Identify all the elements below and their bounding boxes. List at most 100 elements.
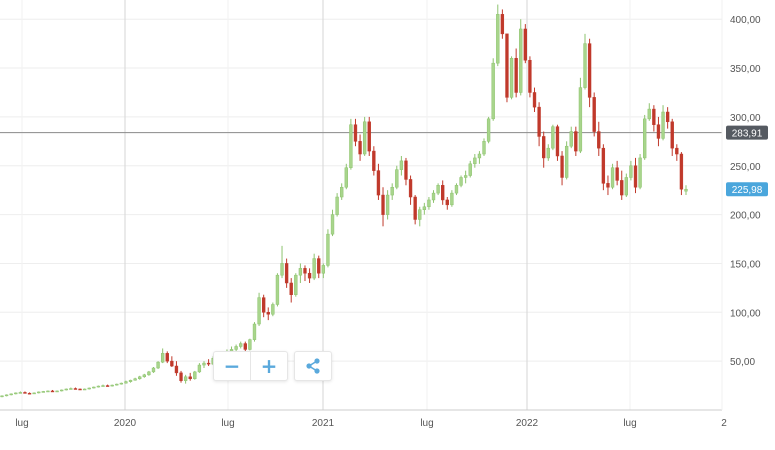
candle-up (390, 186, 394, 196)
candle-up (275, 274, 280, 305)
candle-up (312, 258, 316, 279)
last-price-label: 225,98 (732, 185, 763, 196)
candle-up (482, 141, 486, 155)
candle-up (321, 265, 326, 274)
candle-up (661, 111, 665, 139)
candle-up (160, 353, 165, 363)
candle-up (643, 118, 647, 159)
candle-down (532, 92, 537, 108)
chart-toolbar: − + (213, 351, 332, 381)
candle-down (408, 179, 413, 198)
candle-down (23, 392, 27, 394)
candle-up (491, 62, 495, 120)
reference-badge-label: 283,91 (732, 129, 763, 140)
candle-down (656, 124, 661, 139)
candle-up (463, 175, 468, 178)
candle-up (87, 387, 91, 390)
candle-down (592, 97, 596, 132)
candle-down (165, 353, 169, 362)
candle-up (647, 108, 651, 120)
x-tick-label: lug (221, 418, 234, 429)
candle-down (587, 43, 592, 98)
candle-down (206, 362, 211, 365)
candle-up (684, 188, 688, 192)
candle-down (500, 14, 505, 35)
candle-down (179, 372, 183, 381)
axes: 50,00 100,00 150,00 200,00 250,00 300,00 350,0… (0, 0, 761, 429)
zoom-controls: − + (213, 351, 288, 381)
y-tick-label: 50,00 (730, 357, 755, 368)
candle-up (18, 392, 23, 394)
candle-up (82, 388, 87, 391)
candle-up (473, 157, 477, 165)
candle-up (486, 118, 491, 142)
candle-down (670, 121, 674, 149)
candle-up (610, 167, 615, 188)
candle-up (459, 177, 463, 186)
candle-up (509, 58, 514, 98)
candle-down (73, 388, 78, 390)
candle-up (330, 214, 335, 235)
zoom-in-button[interactable]: + (250, 352, 287, 380)
candle-down (367, 121, 371, 152)
candle-up (202, 362, 206, 366)
candle-up (32, 392, 36, 395)
candle-up (138, 376, 142, 379)
candle-up (60, 389, 64, 392)
candle-up (519, 28, 523, 93)
candle-up (326, 233, 330, 266)
candle-down (381, 194, 385, 215)
candle-down (358, 141, 362, 155)
reference-line-layer: 283,91 225,98 (0, 125, 768, 197)
candle-up (183, 376, 188, 381)
candle-down (372, 150, 376, 171)
candle-down (615, 167, 619, 181)
candle-up (583, 43, 587, 88)
candle-down (505, 33, 509, 98)
candle-up (41, 391, 45, 393)
candle-up (147, 371, 151, 376)
candle-up (349, 124, 353, 168)
grid (0, 0, 722, 410)
candle-down (188, 376, 192, 379)
candle-up (629, 165, 633, 178)
x-tick-label: lug (623, 418, 636, 429)
candle-down (284, 263, 289, 284)
candle-up (92, 386, 96, 389)
candle-down (303, 268, 307, 274)
candle-up (335, 196, 339, 215)
candle-up (564, 145, 569, 178)
candle-down (261, 297, 266, 313)
y-tick-label: 100,00 (730, 308, 761, 319)
candle-down (652, 108, 656, 125)
zoom-out-button[interactable]: − (223, 354, 241, 378)
candle-down (353, 124, 358, 142)
candle-up (0, 395, 4, 398)
candle-up (418, 209, 422, 220)
candle-up (37, 391, 41, 394)
candle-up (119, 382, 124, 385)
candle-up (551, 126, 555, 149)
candle-down (560, 155, 564, 178)
candle-up (638, 157, 642, 188)
share-button[interactable] (295, 352, 331, 380)
candle-down (675, 147, 679, 155)
candle-up (115, 383, 119, 386)
candle-up (55, 390, 59, 393)
candle-up (436, 185, 440, 194)
y-tick-label: 350,00 (730, 64, 761, 75)
x-tick-label: 2020 (114, 418, 137, 429)
x-tick-label: 2022 (516, 418, 539, 429)
candle-up (298, 268, 303, 276)
candle-up (340, 186, 344, 198)
candle-up (399, 160, 404, 170)
candle-down (105, 385, 110, 387)
candle-down (542, 136, 546, 159)
candle-down (574, 131, 578, 152)
candle-up (477, 153, 482, 159)
candle-up (454, 185, 459, 194)
candle-up (569, 131, 573, 147)
candle-down (633, 165, 638, 188)
candle-down (523, 28, 528, 61)
